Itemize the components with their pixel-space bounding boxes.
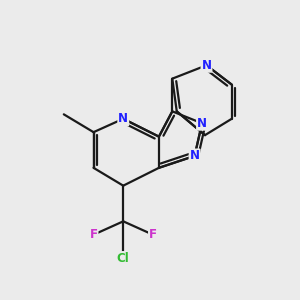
Text: Cl: Cl	[117, 252, 130, 265]
Text: F: F	[89, 228, 98, 241]
Text: N: N	[118, 112, 128, 125]
Text: F: F	[149, 228, 157, 241]
Text: N: N	[202, 59, 212, 72]
Text: N: N	[190, 149, 200, 162]
Text: N: N	[197, 117, 207, 130]
